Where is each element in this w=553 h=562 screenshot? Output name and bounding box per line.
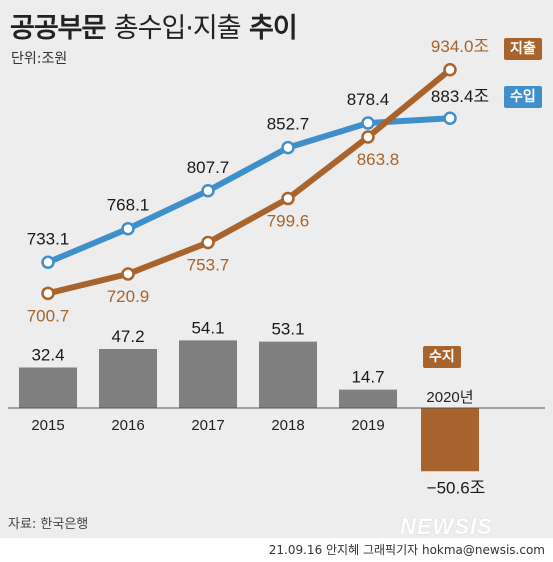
bar-balance <box>179 340 237 408</box>
data-label-revenue: 768.1 <box>107 196 150 215</box>
title-end: 추이 <box>248 13 298 44</box>
x-tick-label: 2015 <box>31 417 64 434</box>
data-label-revenue: 733.1 <box>27 229 70 248</box>
data-label-revenue: 807.7 <box>187 158 230 177</box>
x-tick-label: 2018 <box>271 417 304 434</box>
data-label-expenditure: 863.8 <box>357 150 400 169</box>
data-point-revenue <box>443 111 457 125</box>
x-tick-label: 2016 <box>111 417 144 434</box>
data-point-expenditure <box>41 286 55 301</box>
bar-balance <box>19 367 77 408</box>
credit-line: 21.09.16 안지혜 그래픽기자 hokma@newsis.com <box>268 543 545 557</box>
series-line-revenue <box>45 115 453 266</box>
data-point-revenue <box>361 116 375 130</box>
legend-revenue-tag: 수입 <box>504 86 542 108</box>
legend-balance-tag: 수지 <box>423 346 461 368</box>
newsis-logo: NEWSIS <box>400 514 493 539</box>
unit-label: 단위:조원 <box>11 51 68 67</box>
bar-balance <box>99 349 157 408</box>
data-point-expenditure <box>443 63 457 77</box>
bar-balance <box>339 389 397 408</box>
legend-expenditure-tag: 지출 <box>504 38 542 60</box>
data-point-expenditure <box>201 235 215 250</box>
chart-svg: 733.1 768.1 807.7 852.7 878.4 883.4조 700.7 720.… <box>8 37 545 497</box>
data-point-expenditure <box>121 267 135 281</box>
data-point-revenue <box>41 255 55 270</box>
title-main: 공공부문 <box>10 13 106 44</box>
data-label-expenditure: 700.7 <box>27 306 70 325</box>
bar-balance <box>259 341 317 408</box>
footer-bar: 21.09.16 안지혜 그래픽기자 hokma@newsis.com <box>0 538 553 562</box>
chart-title: 공공부문 총수입·지출 추이 <box>10 6 298 45</box>
title-sub: 총수입·지출 <box>113 13 242 44</box>
data-label-expenditure: 799.6 <box>267 212 310 231</box>
bar-balance <box>421 408 479 472</box>
data-label-revenue: 852.7 <box>267 115 310 134</box>
x-tick-label: 2020년 <box>426 389 473 406</box>
bar-value-label: 53.1 <box>271 320 304 339</box>
bar-value-label: 14.7 <box>351 368 384 387</box>
data-label-expenditure: 934.0조 <box>431 37 489 56</box>
bar-value-label: 32.4 <box>31 346 64 365</box>
bar-value-label: 47.2 <box>111 327 144 346</box>
data-point-revenue <box>281 140 295 155</box>
data-label-revenue: 883.4조 <box>431 87 489 106</box>
series-line-expenditure <box>45 66 453 297</box>
data-point-expenditure <box>361 130 375 144</box>
bar-value-label: 54.1 <box>191 318 224 337</box>
data-point-revenue <box>201 184 215 198</box>
bar-value-label: −50.6조 <box>427 478 486 497</box>
data-point-revenue <box>121 221 135 236</box>
x-tick-label: 2019 <box>351 417 384 434</box>
data-label-expenditure: 753.7 <box>187 256 230 275</box>
x-tick-label: 2017 <box>191 417 224 434</box>
source-note: 자료: 한국은행 <box>8 517 89 532</box>
data-point-expenditure <box>281 191 295 206</box>
data-label-expenditure: 720.9 <box>107 287 150 306</box>
data-label-revenue: 878.4 <box>347 90 390 109</box>
